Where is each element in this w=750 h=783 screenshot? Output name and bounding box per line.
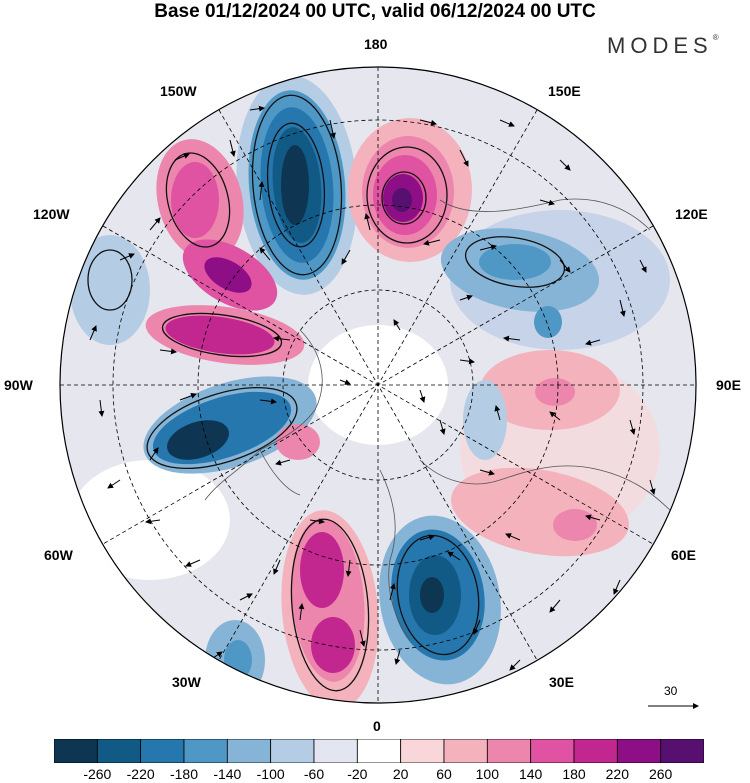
colorbar-swatch [183, 739, 228, 763]
colorbar-swatch [660, 739, 704, 763]
lon-label-30w: 30W [172, 674, 201, 690]
logo-text: MODES [607, 33, 713, 58]
map-boundary [59, 66, 697, 704]
colorbar-tick-label: 140 [518, 766, 543, 782]
chart-title: Base 01/12/2024 00 UTC, valid 06/12/2024… [154, 1, 596, 22]
colorbar-tick-label: -260 [83, 766, 112, 782]
colorbar-swatch [54, 739, 98, 763]
colorbar-tick-label: -100 [256, 766, 285, 782]
wind-vectors [89, 105, 656, 703]
lon-label-90w: 90W [4, 377, 33, 393]
lon-label-150w: 150W [160, 83, 197, 99]
lon-label-120e: 120E [675, 206, 708, 222]
colorbar-swatch [140, 739, 185, 763]
colorbar-swatch [313, 739, 358, 763]
colorbar-tick-label: -220 [126, 766, 155, 782]
registered-mark: ® [712, 33, 719, 42]
reference-vector-label: 30 [664, 684, 678, 698]
colorbar-swatch [226, 739, 272, 763]
colorbar-swatch [356, 739, 402, 763]
colorbar-swatch [400, 739, 445, 763]
colorbar-tick-label: 60 [436, 766, 452, 782]
colorbar [54, 739, 704, 763]
colorbar-tick-label: -60 [303, 766, 325, 782]
colorbar-tick-label: -180 [169, 766, 199, 782]
lon-label-120w: 120W [33, 206, 70, 222]
modes-logo: MODES® [607, 33, 719, 59]
lon-label-30e: 30E [549, 674, 574, 690]
colorbar-swatch [616, 739, 662, 763]
colorbar-tick-label: 180 [562, 766, 586, 782]
colorbar-swatch [96, 739, 142, 763]
lon-label-180: 180 [364, 36, 388, 52]
polar-map [59, 66, 699, 709]
graticule [60, 67, 696, 703]
colorbar-swatch [270, 739, 315, 763]
colorbar-tick-label: 20 [392, 766, 409, 782]
colorbar-tick-label: -140 [213, 766, 242, 782]
colorbar-tick-label: 220 [605, 766, 630, 782]
map-fill-layer [60, 67, 696, 703]
colorbar-swatch [486, 739, 532, 763]
lon-label-150e: 150E [548, 83, 581, 99]
colorbar-swatch [443, 739, 488, 763]
lon-label-90e: 90E [716, 377, 741, 393]
colorbar-tick-label: -20 [347, 766, 368, 782]
lon-label-60e: 60E [671, 547, 696, 563]
colorbar-tick-label: 260 [648, 766, 673, 782]
lon-label-60w: 60W [44, 547, 73, 563]
colorbar-tick-label: 100 [475, 766, 500, 782]
lon-label-0: 0 [373, 718, 381, 734]
coastlines [204, 198, 681, 641]
colorbar-swatch [573, 739, 618, 763]
colorbar-swatch [530, 739, 575, 763]
